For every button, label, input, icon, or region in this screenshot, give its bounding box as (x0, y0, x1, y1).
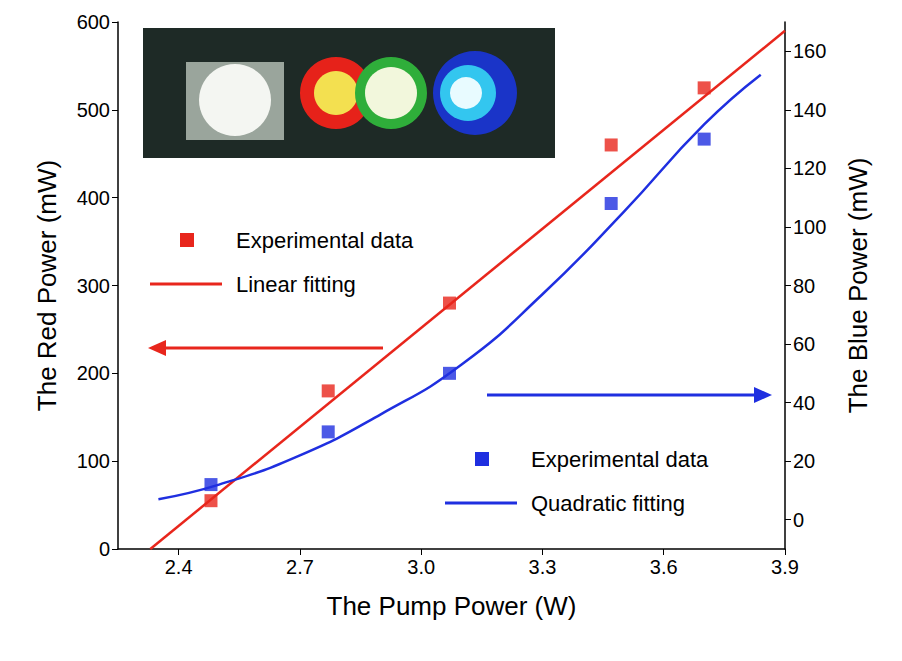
svg-text:400: 400 (77, 187, 110, 209)
svg-text:100: 100 (77, 450, 110, 472)
svg-text:3.6: 3.6 (650, 556, 678, 578)
svg-text:3.3: 3.3 (529, 556, 557, 578)
svg-text:2.7: 2.7 (286, 556, 314, 578)
svg-text:3.9: 3.9 (771, 556, 799, 578)
svg-text:The Red Power (mW): The Red Power (mW) (32, 160, 62, 411)
svg-text:500: 500 (77, 99, 110, 121)
svg-text:Linear fitting: Linear fitting (236, 272, 356, 297)
svg-text:3.0: 3.0 (407, 556, 435, 578)
svg-text:100: 100 (793, 216, 826, 238)
svg-text:120: 120 (793, 157, 826, 179)
svg-text:20: 20 (793, 450, 815, 472)
svg-text:160: 160 (793, 40, 826, 62)
svg-text:200: 200 (77, 362, 110, 384)
svg-text:600: 600 (77, 11, 110, 33)
svg-text:300: 300 (77, 275, 110, 297)
svg-text:Quadratic fitting: Quadratic fitting (531, 491, 685, 516)
svg-text:0: 0 (793, 509, 804, 531)
svg-text:0: 0 (99, 538, 110, 560)
svg-text:60: 60 (793, 333, 815, 355)
svg-text:Experimental data: Experimental data (531, 447, 709, 472)
svg-text:Experimental data: Experimental data (236, 228, 414, 253)
svg-text:The Pump Power (W): The Pump Power (W) (327, 591, 577, 621)
svg-text:2.4: 2.4 (165, 556, 193, 578)
svg-text:The Blue Power (mW): The Blue Power (mW) (843, 158, 873, 414)
svg-text:80: 80 (793, 275, 815, 297)
svg-text:40: 40 (793, 392, 815, 414)
svg-text:140: 140 (793, 99, 826, 121)
